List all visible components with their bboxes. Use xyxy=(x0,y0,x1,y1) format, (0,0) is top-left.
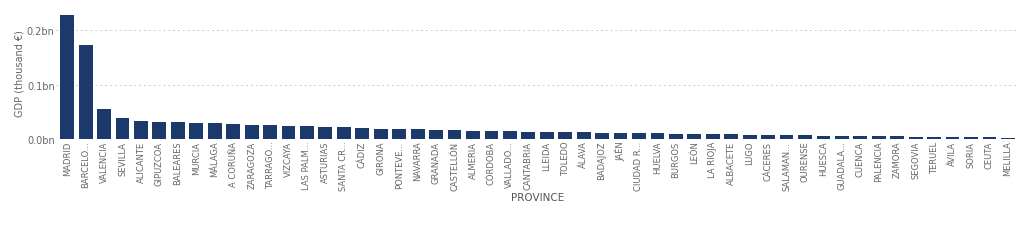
Bar xyxy=(890,137,903,139)
Bar xyxy=(411,129,424,140)
Bar xyxy=(281,126,296,140)
Bar xyxy=(650,134,663,140)
Bar xyxy=(245,125,258,140)
Bar xyxy=(705,135,719,140)
Bar xyxy=(687,134,700,140)
Bar xyxy=(835,136,848,140)
Bar xyxy=(595,133,608,140)
Bar xyxy=(97,110,111,140)
Bar xyxy=(208,124,221,140)
Bar xyxy=(797,136,811,140)
Bar xyxy=(190,123,203,140)
Bar xyxy=(502,132,517,140)
Bar xyxy=(760,135,774,140)
Bar xyxy=(723,135,738,140)
Bar xyxy=(871,137,884,140)
Bar xyxy=(945,137,959,140)
Bar xyxy=(263,126,277,140)
Bar xyxy=(981,138,996,140)
Bar xyxy=(336,128,351,140)
Bar xyxy=(521,132,535,140)
Bar xyxy=(816,136,829,140)
Bar xyxy=(300,126,314,140)
Bar xyxy=(779,135,793,140)
Bar xyxy=(963,138,977,140)
Bar xyxy=(557,133,572,140)
Bar xyxy=(484,131,498,140)
Bar xyxy=(318,127,332,140)
Bar xyxy=(1000,138,1014,140)
Bar xyxy=(133,121,148,140)
Bar xyxy=(539,132,553,140)
Bar xyxy=(447,131,461,140)
Bar xyxy=(392,129,406,140)
Y-axis label: GDP (thousand €): GDP (thousand €) xyxy=(14,30,24,116)
Bar xyxy=(60,16,74,140)
Bar xyxy=(742,135,756,140)
Bar xyxy=(78,46,93,140)
Bar xyxy=(632,134,645,140)
Bar xyxy=(355,128,369,140)
Bar xyxy=(429,130,442,140)
Bar xyxy=(576,133,590,140)
Bar xyxy=(853,137,866,140)
Bar xyxy=(374,129,387,140)
Bar xyxy=(152,122,166,140)
Bar xyxy=(171,123,184,140)
X-axis label: PROVINCE: PROVINCE xyxy=(511,192,564,202)
Bar xyxy=(908,137,922,140)
Bar xyxy=(926,137,941,140)
Bar xyxy=(613,133,627,140)
Bar xyxy=(115,119,129,140)
Bar xyxy=(226,125,239,140)
Bar xyxy=(466,131,479,140)
Bar xyxy=(668,134,682,140)
